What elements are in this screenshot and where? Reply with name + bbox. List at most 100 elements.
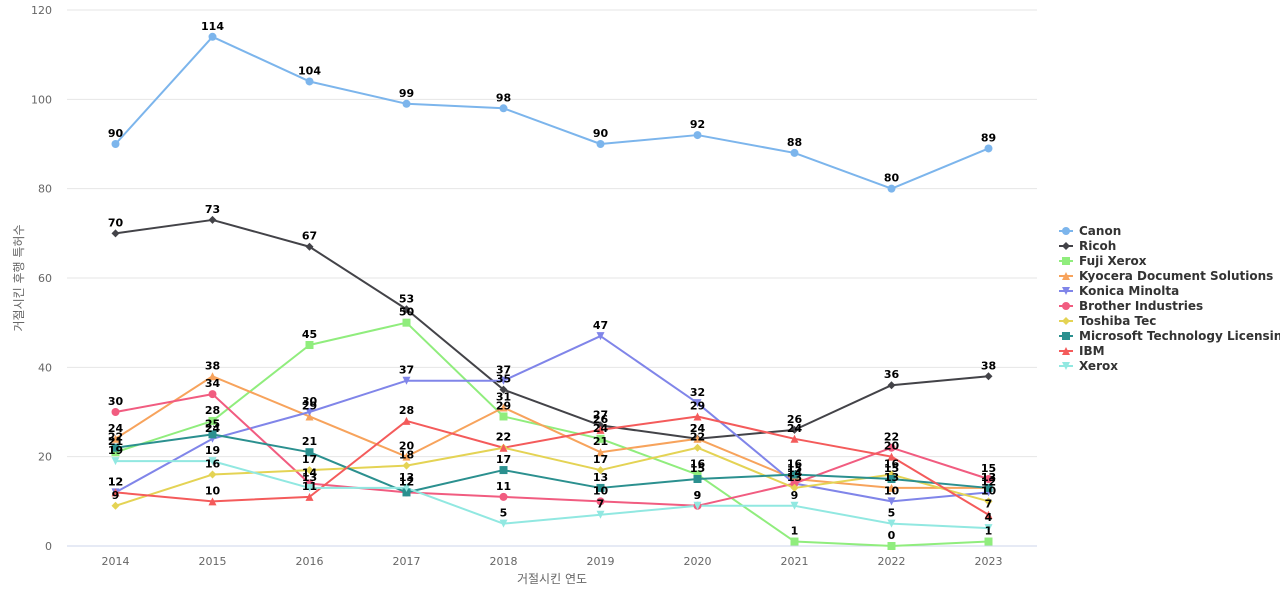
data-label-brother-industries: 9 [694, 489, 702, 502]
data-label-toshiba-tec: 9 [112, 489, 120, 502]
data-label-microsoft-technology-licensing: 16 [787, 458, 803, 471]
data-point-ricoh [790, 425, 799, 434]
legend-swatch-marker [1062, 362, 1070, 370]
data-label-microsoft-technology-licensing: 21 [302, 435, 317, 448]
data-label-toshiba-tec: 22 [496, 431, 511, 444]
data-point-ibm [693, 412, 702, 421]
data-label-microsoft-technology-licensing: 17 [496, 453, 511, 466]
data-point-fuji-xerox [984, 537, 993, 546]
data-point-canon [111, 140, 120, 148]
data-label-ibm: 24 [787, 422, 803, 435]
data-point-toshiba-tec [596, 466, 605, 475]
data-label-toshiba-tec: 16 [884, 458, 900, 471]
series-line-toshiba-tec [114, 446, 990, 507]
data-point-xerox [305, 483, 314, 492]
data-label-ricoh: 36 [884, 368, 900, 381]
series-line-brother-industries [114, 393, 990, 507]
data-point-brother-industries [596, 497, 605, 506]
data-label-xerox: 19 [205, 444, 220, 457]
y-tick-label: 120 [31, 4, 52, 17]
data-point-toshiba-tec [693, 443, 702, 452]
data-point-ibm [305, 492, 314, 501]
legend-item-konica-minolta[interactable]: Konica Minolta [1059, 284, 1179, 298]
legend-item-microsoft-technology-licensing[interactable]: Microsoft Technology Licensing [1059, 329, 1280, 343]
data-label-ibm: 11 [302, 480, 317, 493]
data-point-microsoft-technology-licensing [693, 475, 702, 483]
data-label-fuji-xerox: 29 [496, 399, 511, 412]
legend-swatch-marker [1062, 242, 1070, 250]
series-line-xerox [114, 460, 990, 530]
data-point-ricoh [402, 305, 411, 314]
data-point-toshiba-tec [208, 470, 217, 479]
legend-item-fuji-xerox[interactable]: Fuji Xerox [1059, 254, 1147, 268]
data-label-ricoh: 24 [690, 422, 706, 435]
data-point-microsoft-technology-licensing [790, 470, 799, 479]
legend-label: Canon [1079, 224, 1121, 238]
data-label-ricoh: 73 [205, 203, 220, 216]
data-point-toshiba-tec [111, 501, 120, 510]
data-label-canon: 104 [298, 64, 321, 77]
data-label-xerox: 13 [302, 471, 317, 484]
series-line-konica-minolta [114, 335, 990, 503]
legend-swatch-marker [1062, 347, 1070, 355]
data-label-ibm: 10 [205, 484, 221, 497]
data-label-fuji-xerox: 45 [302, 328, 317, 341]
data-point-ricoh [984, 372, 993, 381]
data-label-konica-minolta: 10 [884, 484, 900, 497]
data-point-kyocera-document-solutions [693, 434, 702, 443]
data-point-canon [984, 144, 993, 153]
data-label-brother-industries: 30 [108, 395, 124, 408]
data-label-xerox: 5 [500, 507, 508, 520]
data-label-canon: 90 [593, 127, 609, 140]
data-point-konica-minolta [305, 408, 314, 416]
data-label-toshiba-tec: 16 [205, 458, 221, 471]
data-point-fuji-xerox [208, 416, 217, 425]
data-point-ricoh [596, 421, 605, 430]
x-tick-label: 2016 [296, 555, 324, 568]
legend-item-ibm[interactable]: IBM [1059, 344, 1105, 358]
data-point-ibm [208, 497, 217, 506]
data-label-canon: 90 [108, 127, 124, 140]
legend-item-xerox[interactable]: Xerox [1059, 359, 1118, 373]
data-label-canon: 99 [399, 87, 414, 100]
series-lines [114, 35, 990, 547]
legend-item-toshiba-tec[interactable]: Toshiba Tec [1059, 314, 1156, 328]
data-label-fuji-xerox: 28 [205, 404, 220, 417]
data-point-kyocera-document-solutions [887, 483, 896, 492]
x-tick-label: 2014 [102, 555, 130, 568]
data-point-canon [305, 77, 314, 86]
data-point-brother-industries [790, 479, 799, 488]
legend-item-kyocera-document-solutions[interactable]: Kyocera Document Solutions [1059, 269, 1273, 283]
grid-lines [67, 9, 1037, 458]
legend-label: Kyocera Document Solutions [1079, 269, 1273, 283]
data-label-konica-minolta: 32 [690, 386, 705, 399]
data-point-fuji-xerox [790, 537, 799, 546]
data-label-microsoft-technology-licensing: 15 [884, 462, 899, 475]
data-label-xerox: 13 [399, 471, 414, 484]
x-axis-ticks: 2014 2015 2016 2017 2018 2019 2020 2021 2022 2023 [102, 555, 1003, 568]
x-tick-label: 2019 [587, 555, 615, 568]
data-label-ibm: 7 [985, 498, 993, 511]
series-line-canon [114, 35, 990, 190]
data-label-ibm: 20 [884, 440, 900, 453]
data-point-kyocera-document-solutions [596, 448, 605, 457]
data-point-ibm [596, 425, 605, 434]
data-label-toshiba-tec: 13 [787, 471, 802, 484]
data-point-microsoft-technology-licensing [402, 488, 411, 497]
series-line-ricoh [114, 218, 990, 440]
data-label-ibm: 29 [690, 399, 705, 412]
legend-item-brother-industries[interactable]: Brother Industries [1059, 299, 1203, 313]
legend-item-ricoh[interactable]: Ricoh [1059, 239, 1116, 253]
data-label-brother-industries: 15 [981, 462, 996, 475]
legend-swatch-marker [1062, 227, 1070, 235]
data-label-fuji-xerox: 16 [690, 458, 706, 471]
data-point-kyocera-document-solutions [402, 452, 411, 461]
data-point-xerox [208, 457, 217, 466]
data-label-canon: 80 [884, 172, 900, 185]
y-axis-ticks: 0 20 40 60 80 100 120 [31, 4, 52, 553]
data-label-toshiba-tec: 10 [981, 484, 997, 497]
data-point-kyocera-document-solutions [305, 412, 314, 421]
legend-item-canon[interactable]: Canon [1059, 224, 1121, 238]
